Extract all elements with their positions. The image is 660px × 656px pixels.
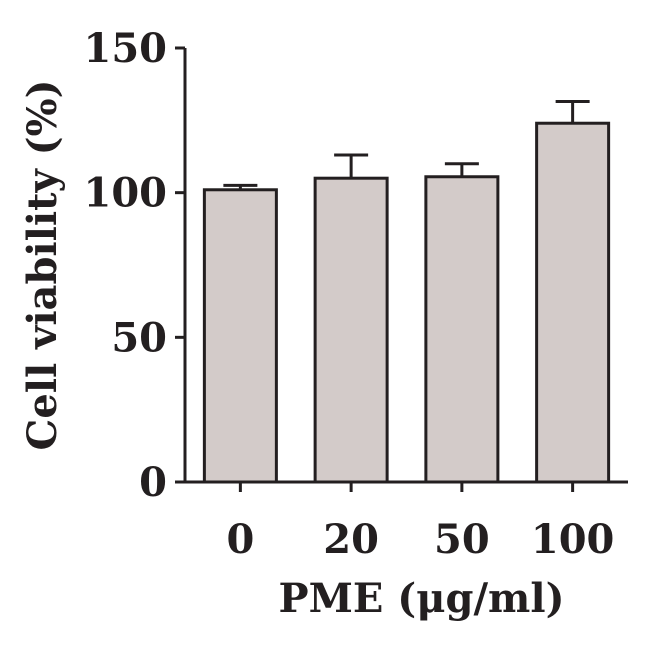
error-bar-100 [555,100,590,124]
x-tick-label-100: 100 [531,516,615,563]
y-axis-label: Cell viability (%) [19,79,66,450]
error-bar-50 [444,162,479,177]
bar-0 [202,188,278,484]
x-tick-label-0: 0 [226,516,254,563]
y-tick-label-100: 100 [84,170,168,217]
bar-100 [535,121,611,484]
y-tick-label-150: 150 [84,25,168,72]
x-axis-label: PME (μg/ml) [279,575,565,622]
error-bar-20 [334,153,369,179]
y-tick-label-50: 50 [111,314,167,361]
y-ticks-layer: 0 50 100 150 [84,25,185,506]
y-tick-label-0: 0 [139,459,167,506]
bars-layer [202,121,611,484]
x-ticks-layer: 0 20 50 100 [226,482,614,563]
bar-20 [313,176,389,484]
x-tick-label-20: 20 [323,516,379,563]
bar-50 [424,175,500,484]
error-bar-0 [223,183,258,190]
axes-layer [183,48,628,484]
error-bars-layer [223,100,590,190]
x-tick-label-50: 50 [434,516,490,563]
